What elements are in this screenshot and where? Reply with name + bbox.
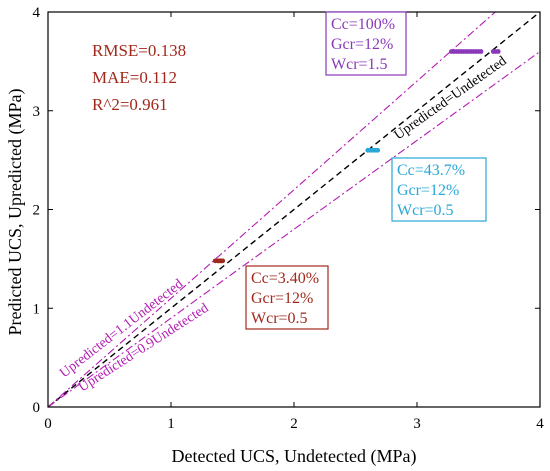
y-tick-label-2: 2 — [33, 203, 41, 219]
x-tick-label-4: 4 — [536, 416, 544, 432]
annotation-cc-43-7-line-1: Cc=43.7% — [397, 162, 465, 179]
reference-line-1 — [48, 12, 496, 407]
annotation-cc-43-7-line-2: Gcr=12% — [397, 182, 459, 199]
annotation-cc-100-box — [325, 11, 407, 76]
annotation-cc-43-7-box — [391, 157, 487, 222]
y-tick-label-3: 3 — [33, 104, 41, 120]
annotation-cc-3-40-line-2: Gcr=12% — [251, 290, 313, 307]
y-tick-label-0: 0 — [33, 400, 41, 416]
data-point-s0-5 — [220, 258, 226, 264]
y-tick-label-4: 4 — [33, 5, 41, 21]
annotation-cc-43-7: Cc=43.7% Gcr=12% Wcr=0.5 — [391, 157, 487, 222]
x-tick-label-0: 0 — [44, 416, 52, 432]
axis-ticks: 0 1 2 3 4 0 1 2 3 4 — [33, 5, 545, 432]
data-point-s2-15 — [495, 49, 501, 54]
annotation-cc-3-40: Cc=3.40% Gcr=12% Wcr=0.5 — [245, 265, 329, 330]
annotation-cc-3-40-box — [245, 265, 329, 330]
data-point-s1-4 — [375, 147, 381, 153]
r2-text: R^2=0.961 — [92, 95, 168, 114]
annotation-cc-3-40-line-1: Cc=3.40% — [251, 270, 319, 287]
annotation-cc-100-line-2: Gcr=12% — [331, 36, 393, 53]
reference-line-2 — [48, 51, 540, 407]
data-points — [212, 49, 501, 264]
metrics-block: RMSE=0.138 MAE=0.112 R^2=0.961 — [92, 41, 186, 114]
x-tick-label-2: 2 — [290, 416, 298, 432]
reference-lines — [48, 12, 540, 407]
y-axis-label: Predicted UCS, Upredicted (MPa) — [5, 89, 26, 336]
x-tick-label-1: 1 — [167, 416, 175, 432]
annotation-cc-3-40-line-3: Wcr=0.5 — [251, 310, 308, 327]
rmse-text: RMSE=0.138 — [92, 41, 186, 60]
y-tick-label-1: 1 — [33, 301, 41, 317]
annotation-cc-43-7-line-3: Wcr=0.5 — [397, 202, 454, 219]
line-label-1-0: Upredicted=Undetected — [392, 54, 510, 144]
reference-line-0 — [48, 12, 540, 407]
annotation-cc-100-line-3: Wcr=1.5 — [331, 56, 388, 73]
data-point-s2-12 — [478, 49, 484, 54]
x-tick-label-3: 3 — [413, 416, 421, 432]
x-axis-label: Detected UCS, Undetected (MPa) — [172, 446, 417, 467]
mae-text: MAE=0.112 — [92, 68, 177, 87]
annotation-cc-100: Cc=100% Gcr=12% Wcr=1.5 — [325, 11, 407, 76]
annotation-cc-100-line-1: Cc=100% — [331, 16, 395, 33]
